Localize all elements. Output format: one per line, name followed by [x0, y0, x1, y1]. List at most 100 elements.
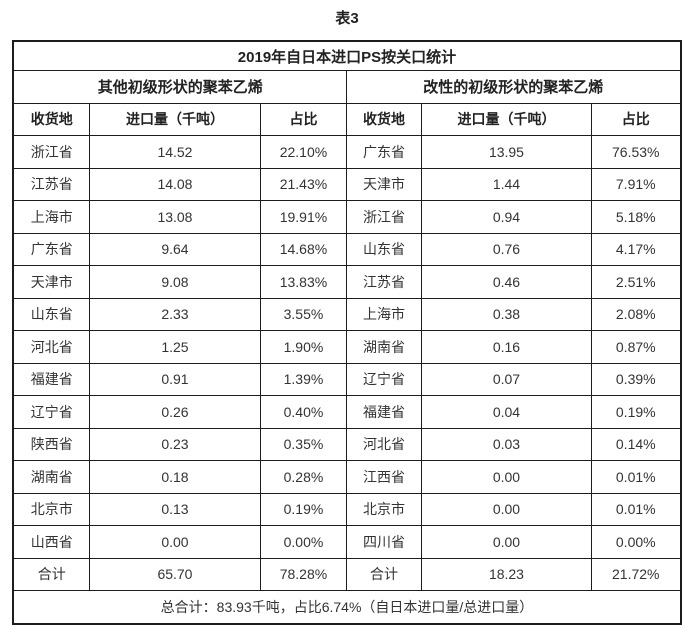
group-header-left: 其他初级形状的聚苯乙烯 [12, 70, 347, 104]
volume-cell: 0.00 [420, 460, 592, 494]
region-cell: 河北省 [12, 330, 90, 364]
col-header-volume-left: 进口量（千吨） [88, 102, 261, 136]
table-row: 湖南省 0.18 0.28% 江西省 0.00 0.01% [12, 460, 682, 494]
region-cell: 广东省 [345, 135, 422, 169]
table-row: 广东省 9.64 14.68% 山东省 0.76 4.17% [12, 232, 682, 266]
region-cell: 上海市 [12, 200, 90, 234]
col-header-volume-right: 进口量（千吨） [420, 102, 592, 136]
table-body: 浙江省 14.52 22.10% 广东省 13.95 76.53% 江苏省 14.08 21.4… [12, 135, 682, 591]
volume-cell: 14.52 [88, 135, 261, 169]
table-row: 陕西省 0.23 0.35% 河北省 0.03 0.14% [12, 427, 682, 461]
share-cell: 7.91% [590, 167, 682, 201]
table-row: 河北省 1.25 1.90% 湖南省 0.16 0.87% [12, 330, 682, 364]
region-cell: 山西省 [12, 525, 90, 559]
share-cell: 2.08% [590, 297, 682, 331]
table-row: 山东省 2.33 3.55% 上海市 0.38 2.08% [12, 297, 682, 331]
share-cell: 0.00% [259, 525, 347, 559]
stat-table: 2019年自日本进口PS按关口统计 其他初级形状的聚苯乙烯 改性的初级形状的聚苯… [12, 40, 682, 625]
group-header-right: 改性的初级形状的聚苯乙烯 [345, 70, 682, 104]
volume-cell: 0.94 [420, 200, 592, 234]
volume-cell: 0.03 [420, 427, 592, 461]
table-footnote: 总合计：83.93千吨，占比6.74%（自日本进口量/总进口量） [12, 590, 682, 624]
region-cell: 福建省 [345, 395, 422, 429]
table-row: 辽宁省 0.26 0.40% 福建省 0.04 0.19% [12, 395, 682, 429]
share-cell: 22.10% [259, 135, 347, 169]
col-header-share-right: 占比 [590, 102, 682, 136]
region-cell: 上海市 [345, 297, 422, 331]
volume-cell: 0.00 [420, 492, 592, 526]
region-cell: 辽宁省 [345, 362, 422, 396]
table-row: 天津市 9.08 13.83% 江苏省 0.46 2.51% [12, 265, 682, 299]
region-cell: 山东省 [12, 297, 90, 331]
region-cell: 福建省 [12, 362, 90, 396]
volume-cell: 1.44 [420, 167, 592, 201]
share-cell: 1.39% [259, 362, 347, 396]
share-cell: 0.39% [590, 362, 682, 396]
table-row: 北京市 0.13 0.19% 北京市 0.00 0.01% [12, 492, 682, 526]
table-footer-row: 总合计：83.93千吨，占比6.74%（自日本进口量/总进口量） [12, 590, 682, 624]
share-cell: 0.14% [590, 427, 682, 461]
volume-cell: 0.13 [88, 492, 261, 526]
region-cell: 浙江省 [12, 135, 90, 169]
share-cell: 0.19% [259, 492, 347, 526]
region-cell: 湖南省 [12, 460, 90, 494]
column-header-row: 收货地 进口量（千吨） 占比 收货地 进口量（千吨） 占比 [12, 102, 682, 136]
volume-cell: 9.08 [88, 265, 261, 299]
share-cell: 76.53% [590, 135, 682, 169]
volume-cell: 0.04 [420, 395, 592, 429]
share-cell: 14.68% [259, 232, 347, 266]
region-cell: 江苏省 [345, 265, 422, 299]
region-cell: 天津市 [12, 265, 90, 299]
volume-cell: 0.18 [88, 460, 261, 494]
volume-cell: 0.38 [420, 297, 592, 331]
region-cell: 河北省 [345, 427, 422, 461]
share-cell: 2.51% [590, 265, 682, 299]
share-cell: 5.18% [590, 200, 682, 234]
volume-cell: 0.91 [88, 362, 261, 396]
total-share-cell: 21.72% [590, 557, 682, 591]
volume-cell: 0.23 [88, 427, 261, 461]
region-cell: 陕西省 [12, 427, 90, 461]
total-label-cell: 合计 [345, 557, 422, 591]
volume-cell: 0.00 [420, 525, 592, 559]
group-header-row: 其他初级形状的聚苯乙烯 改性的初级形状的聚苯乙烯 [12, 70, 682, 104]
volume-cell: 13.95 [420, 135, 592, 169]
region-cell: 天津市 [345, 167, 422, 201]
share-cell: 19.91% [259, 200, 347, 234]
table-row: 上海市 13.08 19.91% 浙江省 0.94 5.18% [12, 200, 682, 234]
volume-cell: 0.16 [420, 330, 592, 364]
volume-cell: 2.33 [88, 297, 261, 331]
volume-cell: 9.64 [88, 232, 261, 266]
volume-cell: 0.07 [420, 362, 592, 396]
table-title: 2019年自日本进口PS按关口统计 [12, 40, 682, 71]
total-volume-cell: 65.70 [88, 557, 261, 591]
volume-cell: 0.76 [420, 232, 592, 266]
share-cell: 0.00% [590, 525, 682, 559]
share-cell: 0.01% [590, 492, 682, 526]
region-cell: 江西省 [345, 460, 422, 494]
volume-cell: 0.26 [88, 395, 261, 429]
col-header-share-left: 占比 [259, 102, 347, 136]
table-row: 江苏省 14.08 21.43% 天津市 1.44 7.91% [12, 167, 682, 201]
share-cell: 0.01% [590, 460, 682, 494]
col-header-region-right: 收货地 [345, 102, 422, 136]
volume-cell: 13.08 [88, 200, 261, 234]
region-cell: 辽宁省 [12, 395, 90, 429]
region-cell: 江苏省 [12, 167, 90, 201]
share-cell: 0.28% [259, 460, 347, 494]
share-cell: 21.43% [259, 167, 347, 201]
share-cell: 13.83% [259, 265, 347, 299]
col-header-region-left: 收货地 [12, 102, 90, 136]
region-cell: 广东省 [12, 232, 90, 266]
table-title-row: 2019年自日本进口PS按关口统计 [12, 40, 682, 71]
region-cell: 浙江省 [345, 200, 422, 234]
table-row: 山西省 0.00 0.00% 四川省 0.00 0.00% [12, 525, 682, 559]
share-cell: 1.90% [259, 330, 347, 364]
volume-cell: 1.25 [88, 330, 261, 364]
total-share-cell: 78.28% [259, 557, 347, 591]
volume-cell: 0.00 [88, 525, 261, 559]
region-cell: 北京市 [12, 492, 90, 526]
region-cell: 湖南省 [345, 330, 422, 364]
total-label-cell: 合计 [12, 557, 90, 591]
share-cell: 0.19% [590, 395, 682, 429]
